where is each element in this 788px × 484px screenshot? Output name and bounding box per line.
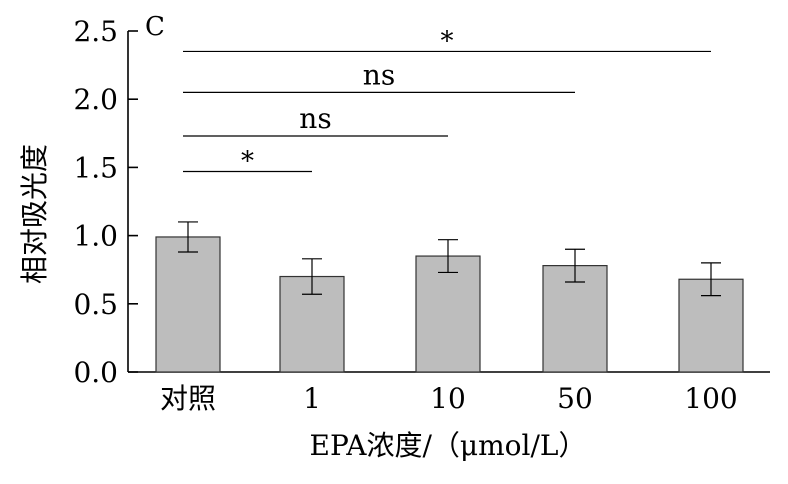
axes: 0.0 0.5 1.0 1.5 2.0 2.5 对照 1 10 50 100 [73, 15, 770, 415]
x-axis-label: EPA浓度/（μmol/L） [310, 429, 587, 462]
y-tick-label: 2.5 [73, 15, 118, 48]
y-tick-label: 2.0 [73, 83, 118, 116]
y-tick-label: 1.5 [73, 151, 118, 184]
significance-label: ns [299, 102, 331, 135]
error-bars [178, 221, 721, 297]
y-axis-label: 相对吸光度 [18, 144, 51, 284]
y-tick-label: 1.0 [73, 220, 118, 253]
bars [155, 236, 744, 373]
bar [542, 265, 608, 373]
significance-label: * [241, 146, 254, 176]
x-tick-label: 10 [430, 382, 466, 415]
x-tick-label: 50 [557, 382, 593, 415]
x-tick-label: 100 [684, 382, 737, 415]
significance-label: * [441, 26, 454, 56]
x-tick-label: 1 [303, 382, 321, 415]
x-tick-label: 对照 [160, 382, 216, 415]
y-tick-label: 0.5 [73, 288, 118, 321]
significance-label: ns [363, 58, 395, 91]
panel-label: C [145, 12, 165, 42]
bar [415, 255, 481, 373]
y-tick-label: 0.0 [73, 356, 118, 389]
bar [155, 236, 221, 373]
